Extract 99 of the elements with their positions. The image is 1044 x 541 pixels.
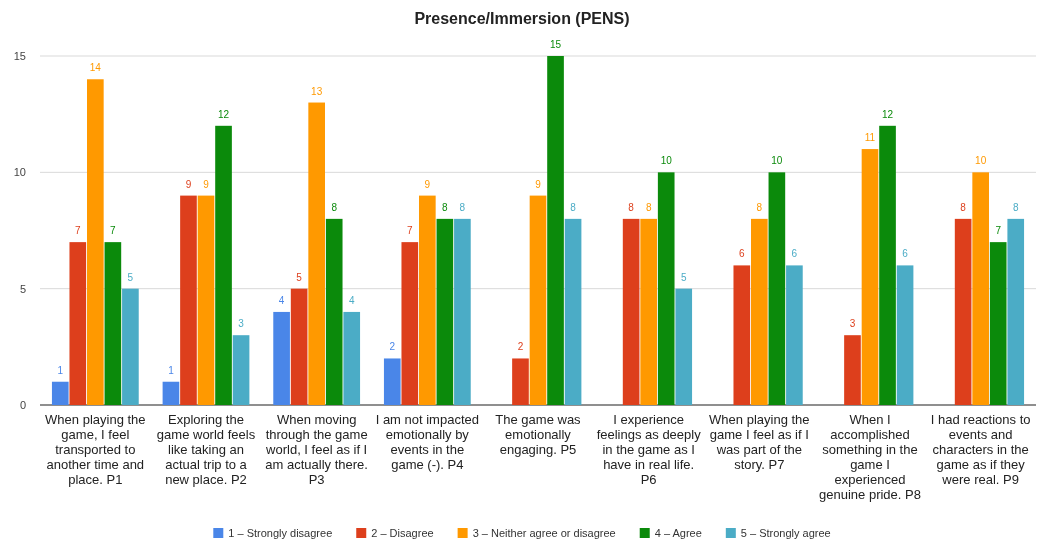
y-tick-label: 5 [19, 282, 26, 295]
data-label: 8 [570, 201, 577, 213]
data-label: 8 [645, 201, 652, 213]
bar [454, 218, 471, 405]
data-label: 8 [960, 201, 967, 213]
bar [122, 288, 139, 405]
bar [104, 242, 122, 405]
bar [547, 56, 564, 405]
data-label: 8 [756, 201, 763, 213]
bar [1007, 218, 1025, 405]
bar [529, 195, 547, 405]
bar [290, 288, 308, 405]
bar [675, 288, 693, 405]
bar [162, 381, 180, 405]
x-tick-label: When moving through the game world, I feel as if I am actually there. P3 [265, 412, 368, 487]
bar [564, 218, 582, 405]
bar [436, 218, 454, 405]
bar [768, 172, 786, 405]
chart-title: Presence/Immersion (PENS) [414, 10, 630, 27]
legend-label: 5 – Strongly agree [740, 527, 831, 539]
data-label: 8 [442, 201, 449, 213]
bar [954, 218, 972, 405]
x-tick-label: When playing the game I feel as if I was part of the story. P7 [709, 412, 810, 472]
data-label: 3 [238, 318, 245, 330]
data-label: 5 [127, 271, 134, 283]
data-label: 8 [331, 201, 338, 213]
data-label: 10 [975, 155, 987, 167]
data-label: 7 [407, 225, 414, 237]
data-label: 3 [849, 318, 856, 330]
bar [640, 218, 657, 405]
y-tick-label: 15 [13, 50, 26, 63]
data-label: 6 [791, 248, 798, 260]
x-tick-label: The game was emotionally engaging. P5 [495, 412, 582, 457]
bar [622, 218, 640, 405]
data-label: 9 [424, 178, 431, 190]
bar [989, 242, 1007, 405]
bar [383, 358, 401, 405]
data-label: 7 [75, 225, 82, 237]
bar [87, 79, 104, 405]
bar [69, 242, 87, 405]
bar [51, 381, 69, 405]
data-label: 8 [1012, 201, 1019, 213]
bar [325, 218, 343, 405]
legend-label: 1 – Strongly disagree [228, 527, 333, 539]
bar [751, 218, 768, 405]
data-label: 9 [535, 178, 542, 190]
data-label: 6 [739, 248, 746, 260]
data-label: 9 [203, 178, 210, 190]
x-tick-label: I experience feelings as deeply in the game as I have in real life. P6 [596, 412, 702, 487]
bar [896, 265, 914, 405]
bar [197, 195, 215, 405]
data-label: 7 [995, 225, 1002, 237]
data-label: 13 [311, 85, 323, 97]
data-label: 2 [517, 341, 524, 353]
data-label: 1 [57, 364, 64, 376]
bar [215, 125, 232, 405]
data-label: 5 [296, 271, 303, 283]
bar [343, 311, 361, 405]
bar [861, 149, 879, 405]
data-label: 12 [881, 108, 894, 120]
legend-label: 3 – Neither agree or disagree [472, 527, 616, 539]
data-label: 1 [168, 364, 175, 376]
bar [786, 265, 803, 405]
x-tick-label: I am not impacted emotionally by events in the game (-). P4 [375, 412, 479, 472]
data-label: 10 [771, 155, 783, 167]
data-label: 15 [549, 39, 562, 50]
bar [180, 195, 197, 405]
data-label: 2 [389, 341, 396, 353]
bar [512, 358, 529, 405]
bar [879, 125, 896, 405]
legend-label: 2 – Disagree [371, 527, 434, 539]
bar [232, 335, 250, 405]
bar [419, 195, 436, 405]
data-label: 9 [185, 178, 192, 190]
bar [401, 242, 419, 405]
y-tick-label: 0 [19, 399, 26, 412]
bar [657, 172, 675, 405]
x-tick-label: When I accomplished something in the game I experienced genuine pride. P8 [819, 412, 921, 502]
bar [972, 172, 989, 405]
bar [273, 311, 290, 405]
data-label: 14 [89, 62, 102, 74]
data-label: 7 [110, 225, 117, 237]
data-label: 8 [628, 201, 635, 213]
legend-label: 4 – Agree [654, 527, 702, 539]
bar [733, 265, 751, 405]
data-label: 4 [278, 294, 285, 306]
bar [844, 335, 861, 405]
y-tick-label: 10 [13, 166, 26, 179]
data-label: 4 [348, 294, 355, 306]
data-label: 11 [864, 132, 876, 144]
data-label: 5 [680, 271, 687, 283]
data-label: 12 [217, 108, 230, 120]
data-label: 8 [459, 201, 466, 213]
data-label: 6 [902, 248, 909, 260]
data-label: 10 [660, 155, 673, 167]
x-tick-label: Exploring the game world feels like taking an actual trip to a new place. P2 [156, 412, 256, 487]
x-tick-label: When playing the game, I feel transported to another time and place. P1 [45, 412, 146, 487]
x-tick-label: I had reactions to events and characters in the game as if they were real. P9 [930, 412, 1031, 487]
bar [308, 102, 325, 405]
